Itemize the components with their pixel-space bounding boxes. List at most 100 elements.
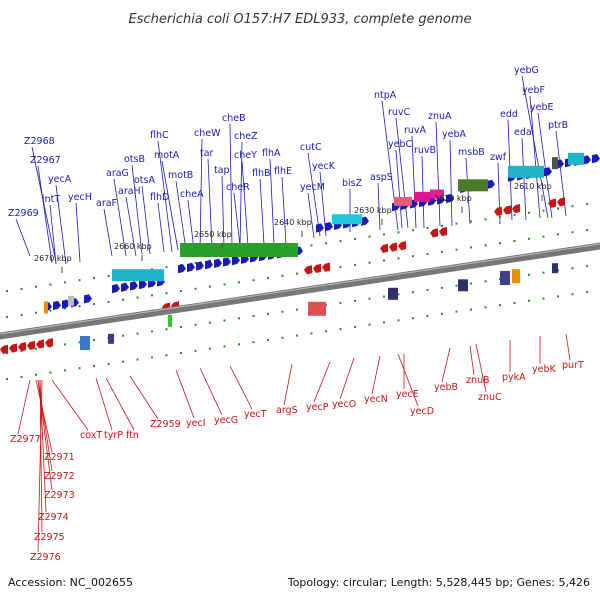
forward-gene-label: tar [200, 148, 214, 159]
forward-gene-connector [125, 196, 137, 257]
content-block-red-1 [308, 301, 326, 316]
forward-gene-label: ruvA [404, 125, 427, 136]
reverse-gene-label: yecG [214, 415, 238, 426]
forward-gene-label: cheW [194, 128, 221, 139]
forward-gene-label: flhD [150, 192, 169, 203]
forward-gene-connector [269, 158, 275, 245]
reverse-gene-label: yecP [306, 402, 329, 413]
forward-gene-label: tap [214, 165, 230, 176]
reverse-gene-label: yecT [244, 409, 267, 420]
reverse-gene-connector [283, 363, 293, 406]
forward-gene-label: cutC [300, 142, 322, 153]
forward-gene-label: motA [154, 150, 180, 161]
reverse-gene-connector [129, 375, 159, 420]
content-block-navy-5 [552, 263, 558, 274]
forward-gene-connector [521, 75, 549, 219]
position-tick-label: 2630 kbp [354, 206, 392, 215]
forward-gene-label: cheZ [234, 131, 258, 142]
reverse-gene-connector [313, 361, 331, 403]
content-block-cyan-4 [568, 152, 584, 165]
reverse-gene-connector [39, 379, 47, 513]
content-block-navy-4 [500, 271, 510, 285]
reverse-gene-connector [35, 379, 53, 453]
content-block-navy-3 [458, 279, 468, 292]
forward-gene-label: yebF [522, 85, 545, 96]
reverse-gene-connector [51, 379, 89, 431]
forward-gene-label: intT [42, 194, 60, 205]
reverse-gene-connector [17, 379, 31, 435]
reverse-gene-connector [397, 353, 419, 407]
reverse-gene-label: coxT [80, 430, 102, 441]
reverse-dotted-ring [6, 291, 588, 381]
content-block-blue-1 [80, 336, 90, 350]
forward-gene-label: motB [168, 170, 193, 181]
content-block-orange-1 [44, 301, 48, 314]
reverse-gene-label: argS [276, 405, 298, 416]
accession-text: Accession: NC_002655 [8, 576, 133, 589]
forward-gene-label: flhA [262, 148, 281, 159]
forward-gene-connector [161, 160, 179, 251]
forward-gene-connector [55, 184, 67, 265]
forward-gene-label: yebE [530, 102, 554, 113]
forward-gene-connector [141, 185, 151, 255]
forward-gene-label: araG [106, 168, 129, 179]
forward-gene-connector [307, 192, 315, 239]
forward-gene-label: ntpA [374, 90, 397, 101]
forward-gene-label: ruvC [388, 107, 411, 118]
forward-gene-connector [537, 112, 553, 219]
forward-gene-label: yecA [48, 174, 72, 185]
forward-gene-label: edd [500, 109, 518, 120]
reverse-arrows-1 [0, 338, 53, 354]
reverse-gene-connector [339, 357, 355, 400]
forward-gene-connector [187, 199, 195, 251]
forward-gene-label: Z2968 [24, 136, 55, 147]
reverse-gene-connector [229, 365, 253, 410]
reverse-gene-label: ftn [126, 430, 139, 441]
forward-gene-connector [395, 117, 409, 229]
forward-gene-connector [157, 202, 165, 253]
reverse-gene-label: Z2976 [30, 552, 61, 563]
forward-gene-label: ptrB [548, 120, 568, 131]
forward-gene-connector [233, 192, 241, 247]
forward-gene-label: aspS [370, 172, 393, 183]
forward-gene-label: otsA [134, 175, 155, 186]
forward-gene-connector [239, 141, 243, 247]
reverse-gene-connector [199, 367, 223, 416]
forward-gene-connector [411, 135, 417, 229]
forward-gene-connector [49, 204, 57, 265]
forward-gene-connector [241, 160, 249, 247]
map-title: Escherichia coli O157:H7 EDL933, complet… [129, 12, 472, 27]
reverse-gene-label: Z2975 [34, 532, 65, 543]
content-block-cyan-1 [112, 269, 164, 282]
forward-gene-connector [75, 202, 81, 263]
reverse-gene-connector [175, 369, 195, 419]
reverse-gene-label: purT [562, 360, 584, 371]
forward-gene-label: araF [96, 198, 117, 209]
forward-gene-connector [31, 146, 57, 263]
reverse-gene-label: Z2973 [44, 490, 75, 501]
content-block-navy-1 [108, 333, 114, 344]
forward-gene-label: Z2969 [8, 208, 39, 219]
reverse-gene-label: znuB [466, 375, 490, 386]
forward-gene-connector [521, 137, 527, 221]
content-block-cyan-3 [508, 165, 544, 178]
forward-gene-label: cheY [234, 150, 257, 161]
reverse-arrows-7 [548, 197, 565, 208]
forward-gene-connector [377, 182, 381, 231]
genome-summary-text: Topology: circular; Length: 5,528,445 bp… [287, 576, 590, 589]
reverse-gene-label: znuC [478, 392, 502, 403]
reverse-gene-label: yecN [364, 394, 388, 405]
position-tick-label: 2660 kbp [114, 242, 152, 251]
reverse-gene-label: yecD [410, 406, 434, 417]
forward-gene-label: msbB [458, 147, 485, 158]
content-block-green-2 [168, 314, 172, 327]
forward-gene-connector [395, 149, 403, 229]
reverse-gene-label: Z2972 [44, 471, 75, 482]
forward-gene-label: yecK [312, 161, 336, 172]
forward-gene-label: yebG [514, 65, 539, 76]
forward-gene-connector [207, 158, 213, 249]
reverse-gene-connector [39, 379, 43, 533]
forward-gene-label: znuA [428, 111, 452, 122]
